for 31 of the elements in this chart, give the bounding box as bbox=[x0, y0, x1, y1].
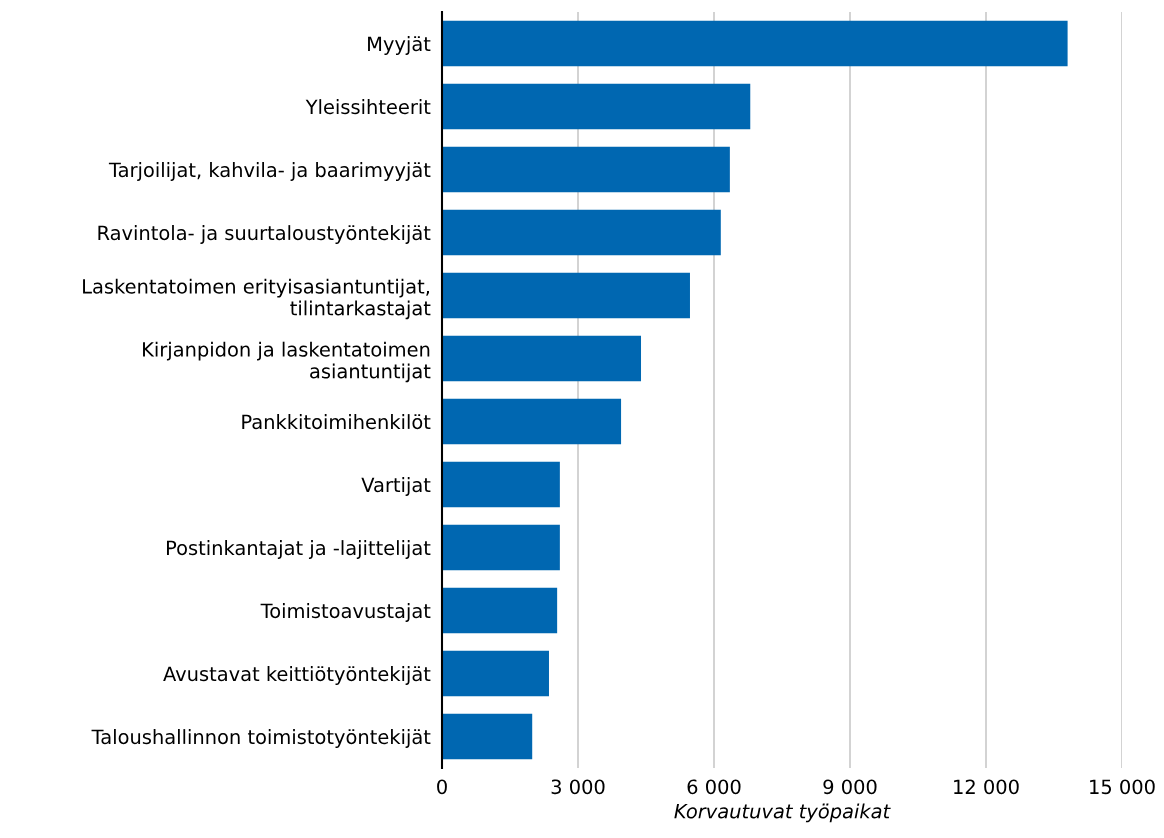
y-tick-label: Ravintola- ja suurtaloustyöntekijät bbox=[98, 225, 431, 244]
y-tick-label: Kirjanpidon ja laskentatoimen asiantuntijat bbox=[143, 341, 431, 383]
bar bbox=[442, 335, 642, 382]
x-tick-label: 6 000 bbox=[687, 779, 741, 795]
bar bbox=[442, 83, 751, 130]
y-tick-label: Avustavat keittiötyöntekijät bbox=[163, 666, 431, 685]
y-tick-label: Pankkitoimihenkilöt bbox=[242, 414, 431, 430]
bar bbox=[442, 398, 622, 445]
y-tick-label: Laskentatoimen erityisasiantuntijat, tilintarkastajat bbox=[83, 278, 431, 320]
x-tick-label: 3 000 bbox=[551, 779, 605, 795]
bar bbox=[442, 461, 560, 508]
x-tick-label: 12 000 bbox=[954, 779, 1019, 795]
bar bbox=[442, 587, 558, 634]
x-tick-label: 0 bbox=[437, 779, 447, 795]
y-tick-label: Postinkantajat ja -lajittelijat bbox=[167, 540, 431, 559]
bar bbox=[442, 20, 1068, 67]
bar bbox=[442, 524, 560, 571]
y-tick-label: Yleissihteerit bbox=[305, 99, 431, 115]
y-tick-label: Vartijat bbox=[361, 477, 431, 496]
y-tick-label: Toimistoavustajat bbox=[260, 603, 431, 622]
bar bbox=[442, 146, 730, 193]
bar bbox=[442, 713, 533, 760]
y-tick-label: Myyjät bbox=[368, 36, 431, 55]
bar bbox=[442, 209, 721, 256]
y-tick-label: Tarjoilijat, kahvila- ja baarimyyjät bbox=[108, 162, 431, 181]
y-tick-label: Taloushallinnon toimistotyöntekijät bbox=[91, 729, 431, 748]
bar bbox=[442, 650, 549, 697]
x-tick-label: 9 000 bbox=[823, 779, 877, 795]
x-tick-label: 15 000 bbox=[1090, 779, 1155, 795]
bar bbox=[442, 272, 690, 319]
x-axis-title: Korvautuvat työpaikat bbox=[674, 803, 891, 823]
